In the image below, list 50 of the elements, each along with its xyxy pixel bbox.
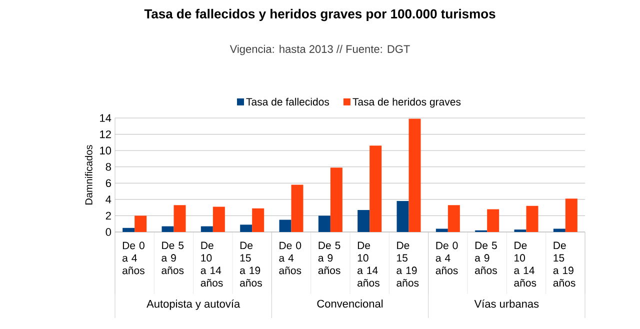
bar: [240, 224, 252, 232]
bar: [174, 205, 186, 232]
x-tick-label: De 10 a 14 años: [514, 242, 536, 287]
bar: [291, 184, 304, 232]
y-tick-label: 8: [106, 162, 111, 171]
bar: [448, 205, 460, 232]
text: Convencional: [317, 300, 383, 308]
bar: [396, 201, 409, 232]
x-tick-label: De 0 a 4 años: [279, 242, 302, 274]
bar: [358, 210, 370, 232]
y-tick-label: 12: [100, 130, 111, 138]
x-tick-label: De 0 a 4 años: [122, 242, 144, 274]
y-tick-label: 6: [106, 179, 111, 188]
y-axis-title: Damnificados: [85, 145, 92, 204]
y-tick-label: 2: [106, 212, 111, 220]
bar: [162, 226, 174, 232]
chart-title: Tasa de fallecidos y heridos graves por 100.000 turismos: [144, 8, 496, 22]
y-tick-label: 10: [100, 146, 112, 154]
x-tick-label: De 10 a 14 años: [200, 242, 223, 287]
bar: [408, 118, 421, 232]
bar: [252, 208, 264, 232]
x-tick-label: De 5 a 9 años: [475, 242, 497, 274]
legend-label: Tasa de heridos graves: [352, 98, 461, 108]
y-tick-label: 14: [100, 114, 112, 122]
bar: [487, 209, 500, 232]
bar: [330, 168, 342, 232]
bar: [134, 216, 147, 232]
x-tick-label: De 15 a 19 años: [396, 242, 419, 287]
bar: [200, 226, 213, 232]
bar: [553, 228, 566, 232]
bar: [436, 228, 448, 232]
y-tick-label: 4: [106, 196, 112, 204]
bar: [318, 216, 330, 232]
bar: [526, 206, 538, 232]
text: Autopista y autovía: [146, 300, 240, 310]
x-tick-label: De 10 a 14 años: [358, 242, 380, 287]
bar: [212, 206, 225, 232]
chart-subtitle: Vigencia: hasta 2013 // Fuente: DGT: [230, 44, 410, 56]
x-tick-label: De 15 a 19 años: [240, 242, 262, 287]
x-tick-label: De 5 a 9 años: [318, 242, 340, 274]
text: Vías urbanas: [474, 300, 539, 308]
x-tick-label: De 0 a 4 años: [436, 242, 458, 274]
y-tick-label: 0: [106, 228, 112, 236]
x-tick-label: De 15 a 19 años: [553, 242, 576, 287]
bar: [370, 146, 382, 232]
x-tick-label: De 5 a 9 años: [162, 242, 184, 274]
legend-label: Tasa de fallecidos: [246, 98, 330, 106]
bar: [122, 228, 135, 232]
bar: [565, 198, 578, 232]
bar: [279, 220, 292, 232]
